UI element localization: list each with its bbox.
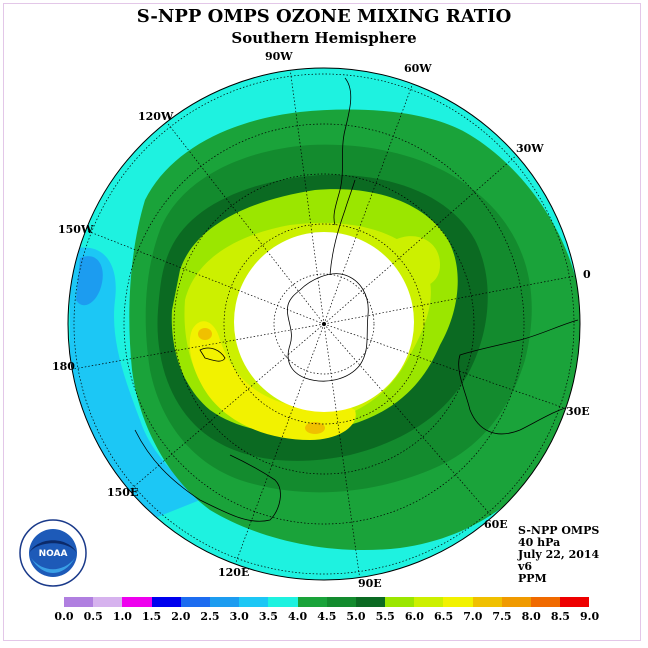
colorbar-segment [93, 597, 123, 607]
colorbar-segment [64, 597, 94, 607]
colorbar-tick-label: 1.0 [112, 610, 132, 623]
colorbar-tick-label: 6.0 [404, 610, 424, 623]
colorbar-tick-label: 7.5 [492, 610, 512, 623]
pressure-level-label: 40 hPa [518, 536, 561, 549]
colorbar-segment [180, 597, 210, 607]
colorbar-tick-label: 3.5 [258, 610, 278, 623]
ozone-patch-7.0 [305, 422, 325, 434]
colorbar-tick-label: 2.0 [171, 610, 191, 623]
colorbar-tick-label: 5.5 [375, 610, 395, 623]
lon-label-150e: 150E [107, 486, 139, 499]
colorbar-tick-label: 9.0 [580, 610, 600, 623]
map-info-block: S-NPP OMPS 40 hPa July 22, 2014 v6 PPM [518, 525, 599, 585]
colorbar-segment [151, 597, 181, 607]
colorbar-tick-label: 2.5 [200, 610, 220, 623]
map-title: S-NPP OMPS OZONE MIXING RATIO [136, 6, 512, 27]
colorbar-tick-label: 8.0 [521, 610, 541, 623]
colorbar-segment [268, 597, 298, 607]
version-label: v6 [518, 560, 533, 573]
australia-coastline [134, 429, 281, 522]
colorbar-tick-label: 1.5 [142, 610, 162, 623]
lon-label-30w: 30W [516, 142, 544, 155]
date-label: July 22, 2014 [518, 548, 600, 561]
ozone-patch-7.0-west [198, 328, 212, 340]
colorbar-segment [501, 597, 531, 607]
noaa-logo-text: NOAA [39, 549, 68, 559]
colorbar-segment [355, 597, 386, 607]
units-label: PPM [518, 572, 547, 585]
colorbar-segment [239, 597, 269, 607]
lon-label-150w: 150W [58, 223, 94, 236]
lon-label-180: 180 [52, 360, 75, 373]
colorbar-tick-label: 3.0 [229, 610, 249, 623]
lon-label-120e: 120E [218, 566, 250, 579]
colorbar-tick-label: 0.5 [83, 610, 103, 623]
colorbar-tick-label: 4.0 [288, 610, 308, 623]
colorbar-segment [385, 597, 415, 607]
lon-label-60e: 60E [484, 518, 508, 531]
lon-label-90e: 90E [358, 577, 382, 590]
south-america-coastline [333, 77, 352, 226]
latitude-grid [73, 73, 575, 575]
instrument-label: S-NPP OMPS [518, 524, 600, 537]
colorbar-ticks: 0.0 0.5 1.0 1.5 2.0 2.5 3.0 3.5 4.0 4.5 5.0 5.5 6.0 6… [0, 610, 648, 624]
map-subtitle: Southern Hemisphere [231, 29, 417, 47]
lon-label-90w: 90W [265, 50, 293, 63]
colorbar [64, 597, 590, 607]
lon-label-30e: 30E [566, 405, 590, 418]
colorbar-tick-label: 5.0 [346, 610, 366, 623]
colorbar-segment [531, 597, 561, 607]
antarctic-peninsula-outline [329, 179, 356, 276]
lon-label-60w: 60W [404, 62, 432, 75]
south-pole-marker [322, 322, 326, 326]
colorbar-segment [472, 597, 502, 607]
colorbar-tick-label: 6.5 [434, 610, 454, 623]
ozone-patch-2.5 [76, 256, 103, 306]
noaa-logo: NOAA [19, 519, 87, 587]
colorbar-tick-label: 0.0 [54, 610, 74, 623]
colorbar-segment [326, 597, 356, 607]
colorbar-tick-label: 4.5 [317, 610, 337, 623]
colorbar-segment [209, 597, 240, 607]
map-boundary [67, 67, 581, 581]
figure-frame [3, 3, 641, 641]
lon-label-120w: 120W [138, 110, 174, 123]
colorbar-segment [414, 597, 444, 607]
ozone-patch-6.0-east [391, 236, 440, 288]
lon-label-0: 0 [583, 268, 591, 281]
colorbar-segment [297, 597, 327, 607]
colorbar-tick-label: 7.0 [463, 610, 483, 623]
colorbar-segment [443, 597, 473, 607]
antarctica-coastline [287, 273, 369, 382]
longitude-grid [68, 68, 580, 580]
colorbar-segment [560, 597, 590, 607]
colorbar-tick-label: 8.5 [550, 610, 570, 623]
new-zealand-coastline [199, 347, 226, 362]
colorbar-segment [122, 597, 152, 607]
